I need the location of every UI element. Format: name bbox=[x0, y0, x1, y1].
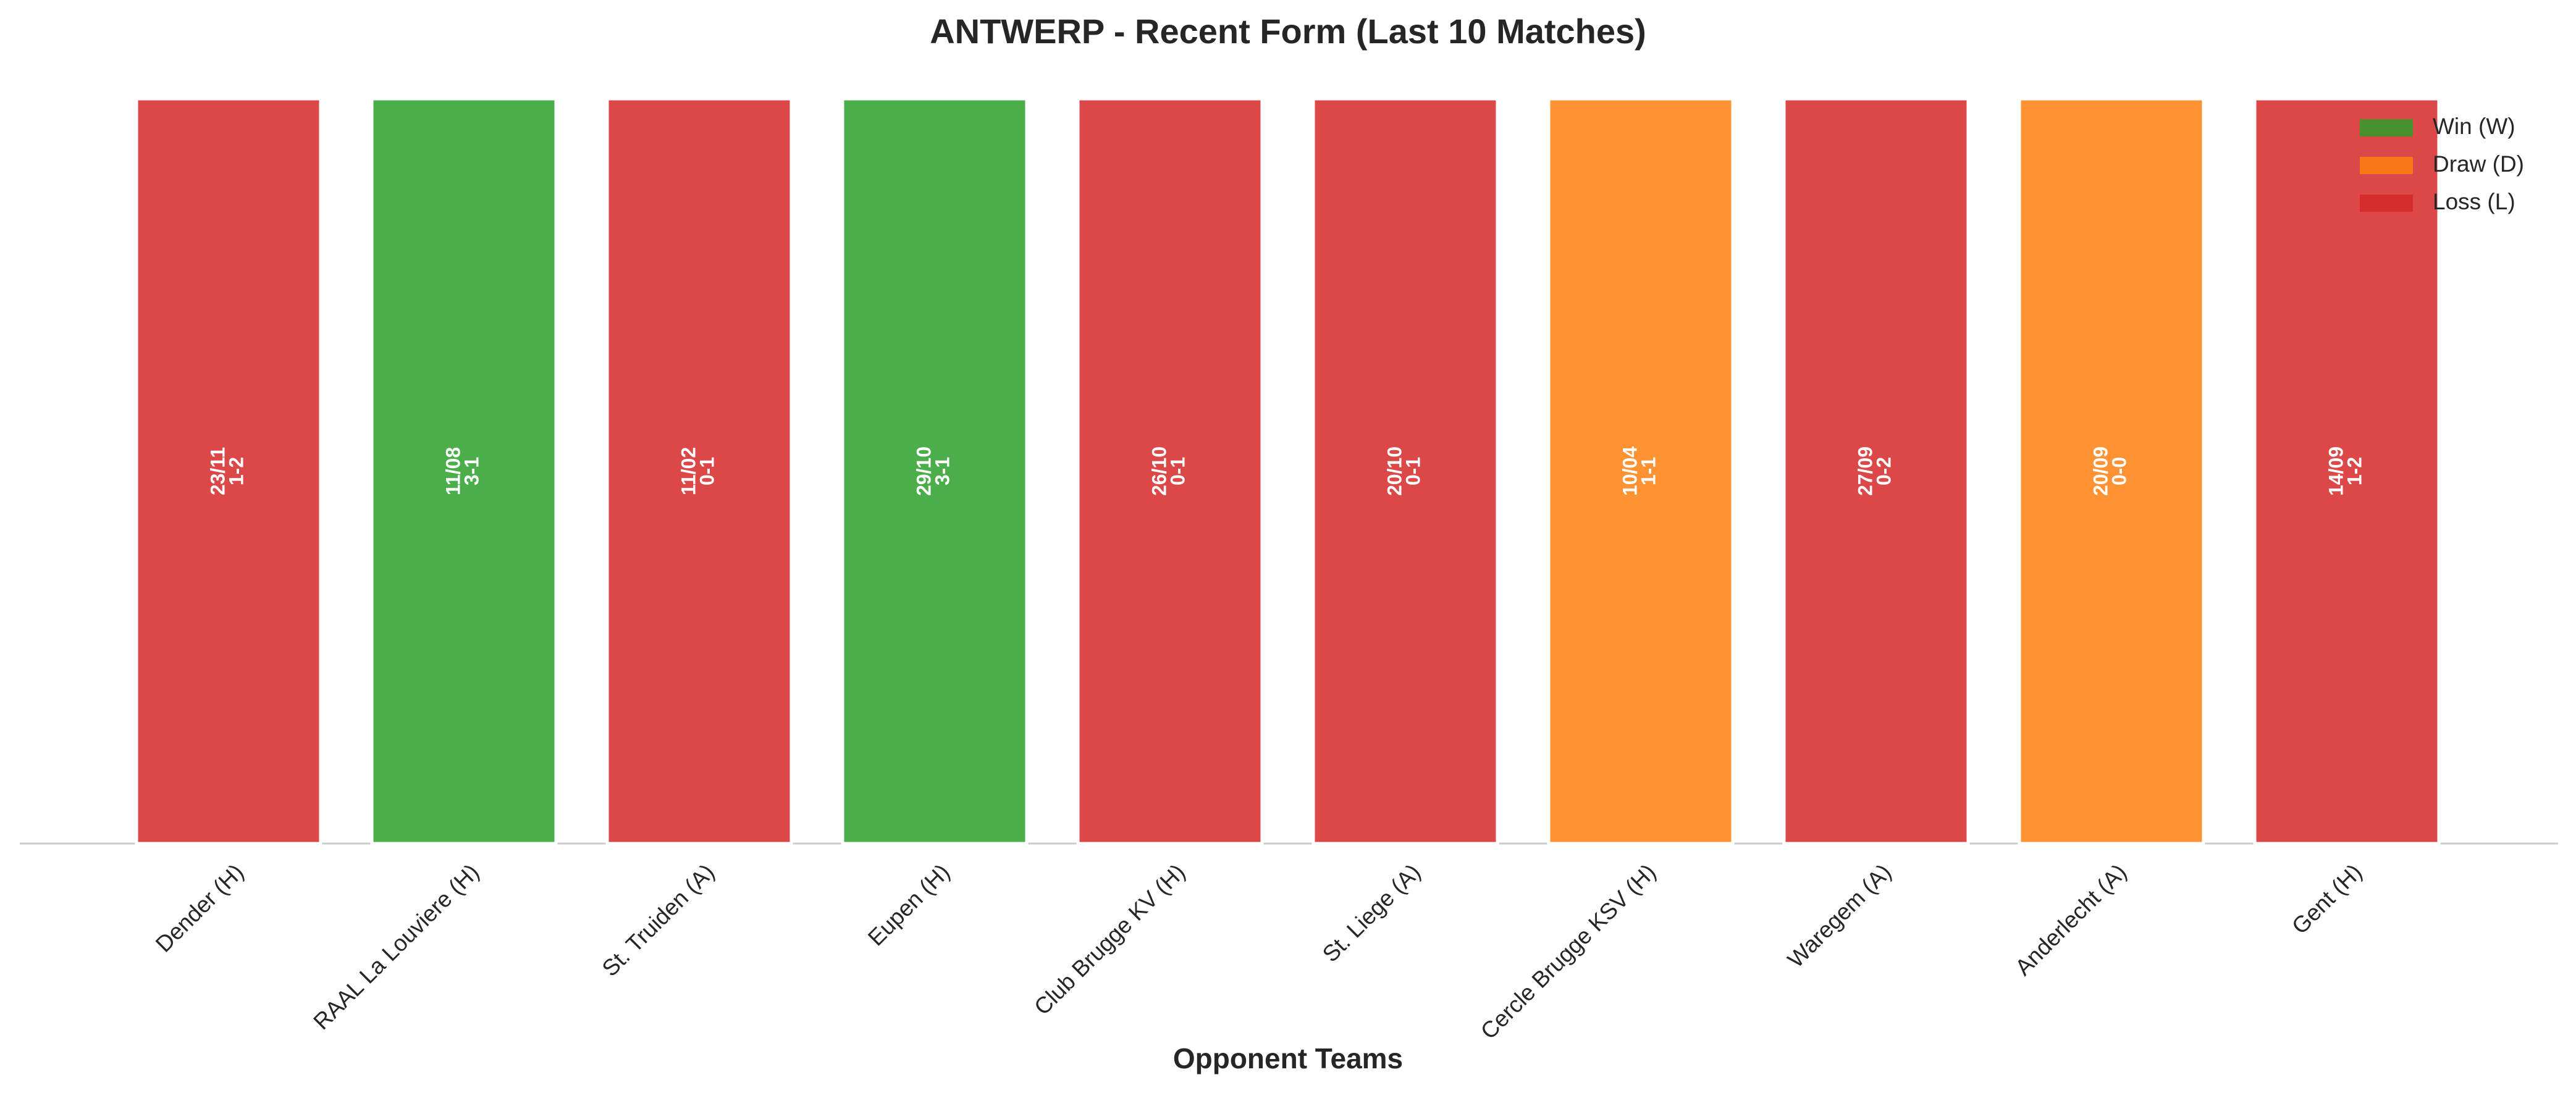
x-axis-label: Opponent Teams bbox=[1173, 1042, 1403, 1074]
bar-label: 0-1 bbox=[1402, 457, 1424, 485]
bar-label: 23/11 bbox=[206, 447, 229, 495]
legend-label: Win (W) bbox=[2433, 114, 2515, 139]
bar-label: 0-1 bbox=[1166, 457, 1189, 485]
bar-label: 29/10 bbox=[912, 446, 935, 496]
bar-label: 10/04 bbox=[1618, 446, 1641, 496]
bar-label: 3-1 bbox=[460, 457, 482, 485]
bar bbox=[135, 97, 322, 845]
bar bbox=[1547, 97, 1735, 845]
bar-label: 20/10 bbox=[1383, 446, 1405, 496]
bar-label: 0-0 bbox=[2108, 457, 2130, 485]
legend-swatch bbox=[2360, 119, 2413, 136]
bar-label: 26/10 bbox=[1148, 446, 1170, 496]
bar-label: 14/09 bbox=[2325, 446, 2347, 496]
bar bbox=[2253, 97, 2441, 845]
bar-label: 0-2 bbox=[1872, 457, 1895, 485]
bar-label: 27/09 bbox=[1854, 446, 1876, 496]
bar-label: 0-1 bbox=[696, 457, 718, 485]
chart-title: ANTWERP - Recent Form (Last 10 Matches) bbox=[930, 12, 1646, 51]
bar bbox=[1311, 97, 1499, 845]
bar bbox=[2018, 97, 2205, 845]
legend-swatch bbox=[2360, 157, 2413, 174]
bar-label: 1-2 bbox=[2343, 457, 2365, 485]
bar-label: 1-2 bbox=[225, 457, 247, 485]
legend-label: Draw (D) bbox=[2433, 151, 2524, 177]
bar bbox=[370, 97, 558, 845]
bar bbox=[841, 97, 1029, 845]
legend-swatch bbox=[2360, 195, 2413, 212]
bar-label: 1-1 bbox=[1637, 457, 1659, 485]
bar-label: 11/08 bbox=[442, 447, 464, 495]
bar bbox=[1782, 97, 1970, 845]
bar-label: 11/02 bbox=[677, 447, 699, 495]
bar bbox=[1076, 97, 1264, 845]
bar-label: 3-1 bbox=[931, 457, 953, 485]
bar bbox=[605, 97, 793, 845]
bar-label: 20/09 bbox=[2089, 446, 2111, 496]
legend-label: Loss (L) bbox=[2433, 189, 2515, 214]
